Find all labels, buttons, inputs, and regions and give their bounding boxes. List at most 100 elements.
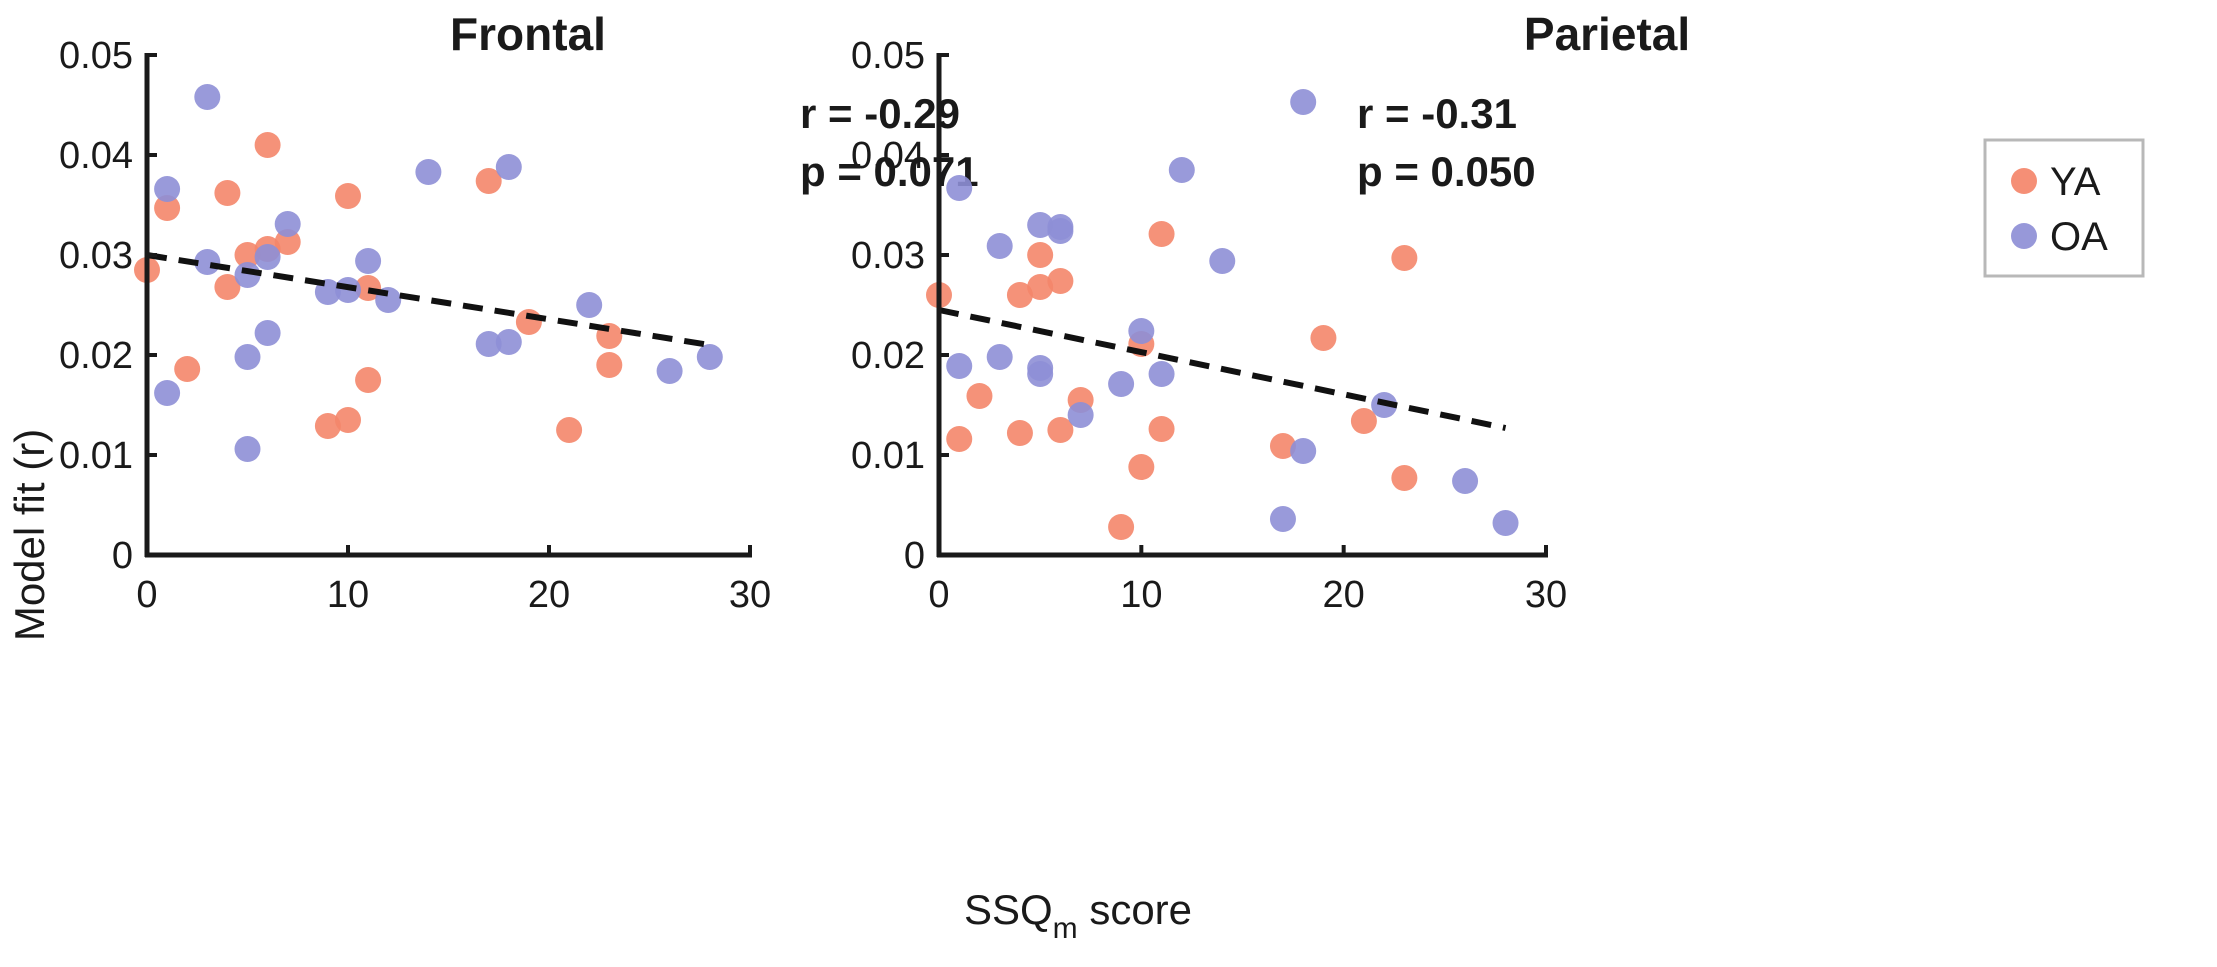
- parietal-ya-point-2: [966, 383, 993, 409]
- frontal-y-tick-label-5: 0.05: [59, 35, 133, 77]
- frontal-axes: 0 10 20 30 0 0.01 0.02 0.03 0.04 0.05: [59, 35, 771, 616]
- frontal-oa-point-1: [154, 380, 181, 406]
- parietal-x-tick-label-2: 20: [1323, 574, 1365, 616]
- frontal-points: [134, 84, 723, 462]
- legend-ya-label: YA: [2050, 160, 2101, 204]
- parietal-trend-line: [938, 307, 1507, 431]
- frontal-oa-point-17: [495, 154, 522, 180]
- frontal-oa-point-9: [274, 211, 301, 237]
- parietal-stat-r: r = -0.31: [1357, 90, 1517, 137]
- frontal-oa-point-4: [234, 262, 261, 288]
- frontal-x-tick-label-0: 0: [136, 574, 157, 616]
- parietal-stat-p: p = 0.050: [1357, 148, 1536, 195]
- frontal-oa-point-15: [475, 331, 502, 357]
- frontal-oa-point-19: [656, 358, 683, 384]
- x-axis-label-main: SSQ: [964, 886, 1053, 933]
- x-axis-label-subscript: m: [1053, 912, 1078, 945]
- parietal-trend: [938, 307, 1507, 431]
- parietal-ya-point-17: [1350, 408, 1377, 434]
- frontal-ya-point-16: [556, 417, 583, 443]
- frontal-oa-point-14: [415, 159, 442, 185]
- frontal-ya-point-12: [355, 367, 382, 393]
- frontal-oa-point-8: [254, 320, 281, 346]
- parietal-axes: 0 10 20 30 0 0.01 0.02 0.03 0.04 0.05: [851, 35, 1567, 616]
- frontal-y-tick-label-1: 0.01: [59, 435, 133, 477]
- frontal-ya-point-11: [335, 183, 361, 209]
- parietal-x-tick-label-1: 10: [1120, 574, 1162, 616]
- frontal-oa-point-18: [576, 292, 603, 318]
- parietal-ya-point-16: [1310, 325, 1337, 351]
- frontal-panel: Frontal 0 10 20 30 0 0.01 0.02 0.03 0.04 0.05 r =…: [59, 8, 979, 616]
- parietal-oa-point-13: [1168, 157, 1195, 183]
- parietal-points: [926, 89, 1519, 540]
- legend-oa-marker: [2011, 223, 2037, 249]
- frontal-stat-r: r = -0.29: [800, 90, 960, 137]
- frontal-title: Frontal: [450, 8, 606, 60]
- parietal-ya-point-4: [1006, 420, 1033, 446]
- parietal-ya-point-13: [1148, 221, 1175, 247]
- parietal-oa-point-19: [1452, 468, 1479, 494]
- parietal-title: Parietal: [1524, 8, 1690, 60]
- legend-ya-marker: [2011, 168, 2037, 194]
- y-axis-label: Model fit (r): [6, 429, 53, 641]
- frontal-ya-point-2: [174, 356, 201, 382]
- parietal-oa-point-16: [1290, 89, 1317, 115]
- parietal-oa-point-9: [1067, 402, 1094, 428]
- parietal-panel: Parietal 0 10 20 30 0 0.01 0.02 0.03 0.04 0.05 r …: [851, 8, 1690, 616]
- frontal-x-tick-label-1: 10: [327, 574, 369, 616]
- parietal-oa-point-14: [1209, 248, 1236, 274]
- parietal-y-tick-label-0: 0: [904, 535, 925, 577]
- parietal-ya-point-15: [1269, 433, 1296, 459]
- parietal-ya-point-12: [1128, 454, 1155, 480]
- parietal-y-tick-label-4: 0.04: [851, 135, 925, 177]
- frontal-ya-point-5: [234, 242, 261, 268]
- parietal-ya-point-5: [1027, 242, 1054, 268]
- parietal-y-tick-label-2: 0.02: [851, 335, 925, 377]
- parietal-ya-point-7: [1047, 268, 1074, 294]
- frontal-oa-point-16: [495, 329, 522, 355]
- parietal-y-tick-label-5: 0.05: [851, 35, 925, 77]
- frontal-y-tick-label-0: 0: [112, 535, 133, 577]
- frontal-oa-point-5: [234, 344, 261, 370]
- parietal-oa-point-12: [1148, 361, 1175, 387]
- parietal-oa-point-11: [1128, 318, 1155, 344]
- frontal-ya-point-9: [314, 413, 341, 439]
- parietal-oa-point-17: [1290, 438, 1317, 464]
- parietal-ya-point-6: [1027, 274, 1054, 300]
- parietal-oa-point-3: [986, 344, 1013, 370]
- parietal-ya-point-19: [1391, 465, 1418, 491]
- frontal-oa-point-12: [355, 248, 382, 274]
- parietal-ya-point-18: [1391, 245, 1418, 271]
- frontal-oa-point-0: [154, 176, 181, 202]
- frontal-ya-point-10: [335, 407, 361, 433]
- parietal-oa-point-15: [1269, 506, 1296, 532]
- frontal-trend-line: [146, 252, 711, 348]
- parietal-oa-point-4: [1027, 212, 1054, 238]
- frontal-ya-point-18: [596, 352, 623, 378]
- frontal-oa-point-2: [194, 84, 221, 110]
- parietal-oa-point-0: [946, 175, 973, 201]
- frontal-ya-point-7: [254, 132, 281, 158]
- parietal-y-tick-label-1: 0.01: [851, 435, 925, 477]
- legend: YA OA: [1983, 138, 2145, 278]
- frontal-y-tick-label-3: 0.03: [59, 235, 133, 277]
- parietal-x-tick-label-3: 30: [1525, 574, 1567, 616]
- parietal-x-tick-label-0: 0: [928, 574, 949, 616]
- parietal-ya-point-1: [946, 426, 973, 452]
- parietal-oa-point-20: [1492, 510, 1519, 536]
- parietal-ya-point-14: [1148, 416, 1175, 442]
- parietal-oa-point-2: [986, 233, 1013, 259]
- frontal-ya-point-15: [515, 309, 542, 335]
- frontal-oa-point-7: [254, 244, 281, 270]
- legend-box: [1983, 138, 2145, 278]
- parietal-ya-point-3: [1006, 282, 1033, 308]
- x-axis-label-rest: score: [1078, 886, 1192, 933]
- frontal-ya-point-8: [274, 229, 301, 255]
- frontal-ya-point-4: [214, 180, 241, 206]
- parietal-ya-point-10: [1108, 514, 1135, 540]
- x-axis-label: SSQm score: [964, 886, 1192, 945]
- frontal-y-tick-label-4: 0.04: [59, 135, 133, 177]
- frontal-ya-point-1: [154, 195, 181, 221]
- frontal-ya-point-3: [214, 274, 241, 300]
